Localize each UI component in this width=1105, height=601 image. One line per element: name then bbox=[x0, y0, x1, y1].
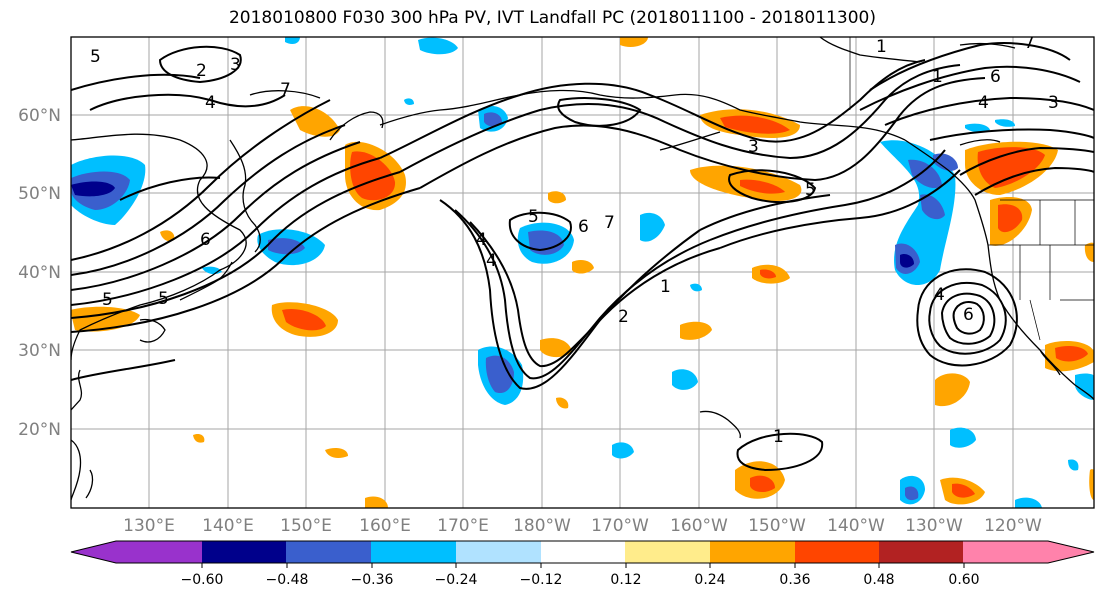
colorbar-swatch bbox=[963, 541, 1049, 563]
contour-label-1: 1 bbox=[876, 37, 887, 57]
contour-label-2: 2 bbox=[196, 61, 207, 81]
coastlines bbox=[71, 37, 1094, 501]
colorbar-tick-label: −0.48 bbox=[266, 572, 309, 588]
lon-label: 180°W bbox=[513, 516, 571, 536]
colorbar-swatch bbox=[795, 541, 880, 563]
lon-label: 160°E bbox=[359, 516, 411, 536]
contour-label-1: 1 bbox=[932, 67, 943, 87]
colorbar-swatch bbox=[286, 541, 372, 563]
lat-label: 40°N bbox=[18, 263, 61, 283]
colorbar-swatch bbox=[879, 541, 964, 563]
contour-label-1: 1 bbox=[773, 427, 784, 447]
lon-label: 170°E bbox=[437, 516, 489, 536]
colorbar-swatch bbox=[116, 541, 203, 563]
contour-label-4: 4 bbox=[486, 251, 497, 271]
colorbar-tick-label: 0.48 bbox=[863, 572, 894, 588]
contour-label-6: 6 bbox=[200, 230, 211, 250]
colorbar-tick-label: 0.12 bbox=[610, 572, 641, 588]
lon-label: 170°W bbox=[591, 516, 649, 536]
lon-label: 130°E bbox=[123, 516, 175, 536]
colorbar-tick-label: 0.36 bbox=[779, 572, 810, 588]
contour-label-7: 7 bbox=[604, 213, 615, 233]
contour-label-4: 4 bbox=[934, 285, 945, 305]
colorbar-tick-label: −0.12 bbox=[520, 572, 563, 588]
colorbar-extend-max bbox=[1048, 541, 1094, 563]
latitude-labels: 60°N 50°N 40°N 30°N 20°N bbox=[18, 106, 61, 440]
contour-label-3: 3 bbox=[230, 55, 241, 75]
longitude-labels: 130°E 140°E 150°E 160°E 170°E 180°W 170°… bbox=[123, 516, 1042, 536]
contour-label-6: 6 bbox=[578, 217, 589, 237]
lon-label: 150°E bbox=[280, 516, 332, 536]
lat-label: 20°N bbox=[18, 420, 61, 440]
contour-label-4: 4 bbox=[476, 230, 487, 250]
colorbar-swatch bbox=[371, 541, 457, 563]
colorbar-swatch bbox=[710, 541, 796, 563]
figure-title: 2018010800 F030 300 hPa PV, IVT Landfall… bbox=[228, 8, 876, 28]
lon-label: 140°W bbox=[827, 516, 885, 536]
colorbar-tick-label: −0.24 bbox=[435, 572, 478, 588]
colorbar-tick-label: −0.36 bbox=[351, 572, 394, 588]
colorbar-outline bbox=[70, 540, 1095, 564]
lon-label: 130°W bbox=[905, 516, 963, 536]
lon-label: 160°W bbox=[670, 516, 728, 536]
colorbar-tick-label: 0.24 bbox=[694, 572, 725, 588]
contour-label-3: 3 bbox=[748, 137, 759, 157]
contour-label-5: 5 bbox=[102, 290, 113, 310]
colorbar-extend-min bbox=[71, 541, 117, 563]
lon-label: 140°E bbox=[202, 516, 254, 536]
contour-label-5: 5 bbox=[90, 47, 101, 67]
colorbar-swatch bbox=[541, 541, 626, 563]
borders bbox=[849, 37, 1094, 341]
pv-contours bbox=[71, 42, 1094, 472]
positive-anomaly-patches bbox=[71, 37, 1094, 508]
lon-label: 150°W bbox=[748, 516, 806, 536]
map-frame bbox=[70, 36, 1095, 509]
contour-label-6: 6 bbox=[990, 67, 1001, 87]
negative-anomaly-patches bbox=[71, 37, 1094, 508]
contour-label-7: 7 bbox=[280, 80, 291, 100]
contour-label-7: 7 bbox=[1024, 33, 1035, 53]
colorbar-swatch bbox=[456, 541, 542, 563]
contour-labels: 2 3 4 5 6 7 5 5 5 6 7 4 4 2 1 3 5 1 4 6 … bbox=[90, 33, 1059, 447]
contour-label-5: 5 bbox=[158, 289, 169, 309]
contour-label-4: 4 bbox=[978, 93, 989, 113]
contour-label-3: 3 bbox=[1048, 93, 1059, 113]
colorbar-tick-label: 0.60 bbox=[948, 572, 979, 588]
contour-label-1: 1 bbox=[660, 277, 671, 297]
colorbar: −0.60 −0.48 −0.36 −0.24 −0.12 0.12 0.24 … bbox=[70, 540, 1095, 588]
lon-label: 120°W bbox=[984, 516, 1042, 536]
contour-label-4: 4 bbox=[205, 93, 216, 113]
contour-label-5: 5 bbox=[528, 207, 539, 227]
gridlines bbox=[71, 37, 1094, 508]
lat-label: 50°N bbox=[18, 184, 61, 204]
lat-label: 60°N bbox=[18, 106, 61, 126]
lat-label: 30°N bbox=[18, 341, 61, 361]
contour-label-6: 6 bbox=[963, 305, 974, 325]
colorbar-swatch bbox=[625, 541, 711, 563]
map-panel: 2 3 4 5 6 7 5 5 5 6 7 4 4 2 1 3 5 1 4 6 … bbox=[71, 33, 1094, 508]
colorbar-swatch bbox=[202, 541, 287, 563]
colorbar-tick-label: −0.60 bbox=[181, 572, 224, 588]
contour-label-2: 2 bbox=[618, 307, 629, 327]
contour-label-5: 5 bbox=[805, 180, 816, 200]
